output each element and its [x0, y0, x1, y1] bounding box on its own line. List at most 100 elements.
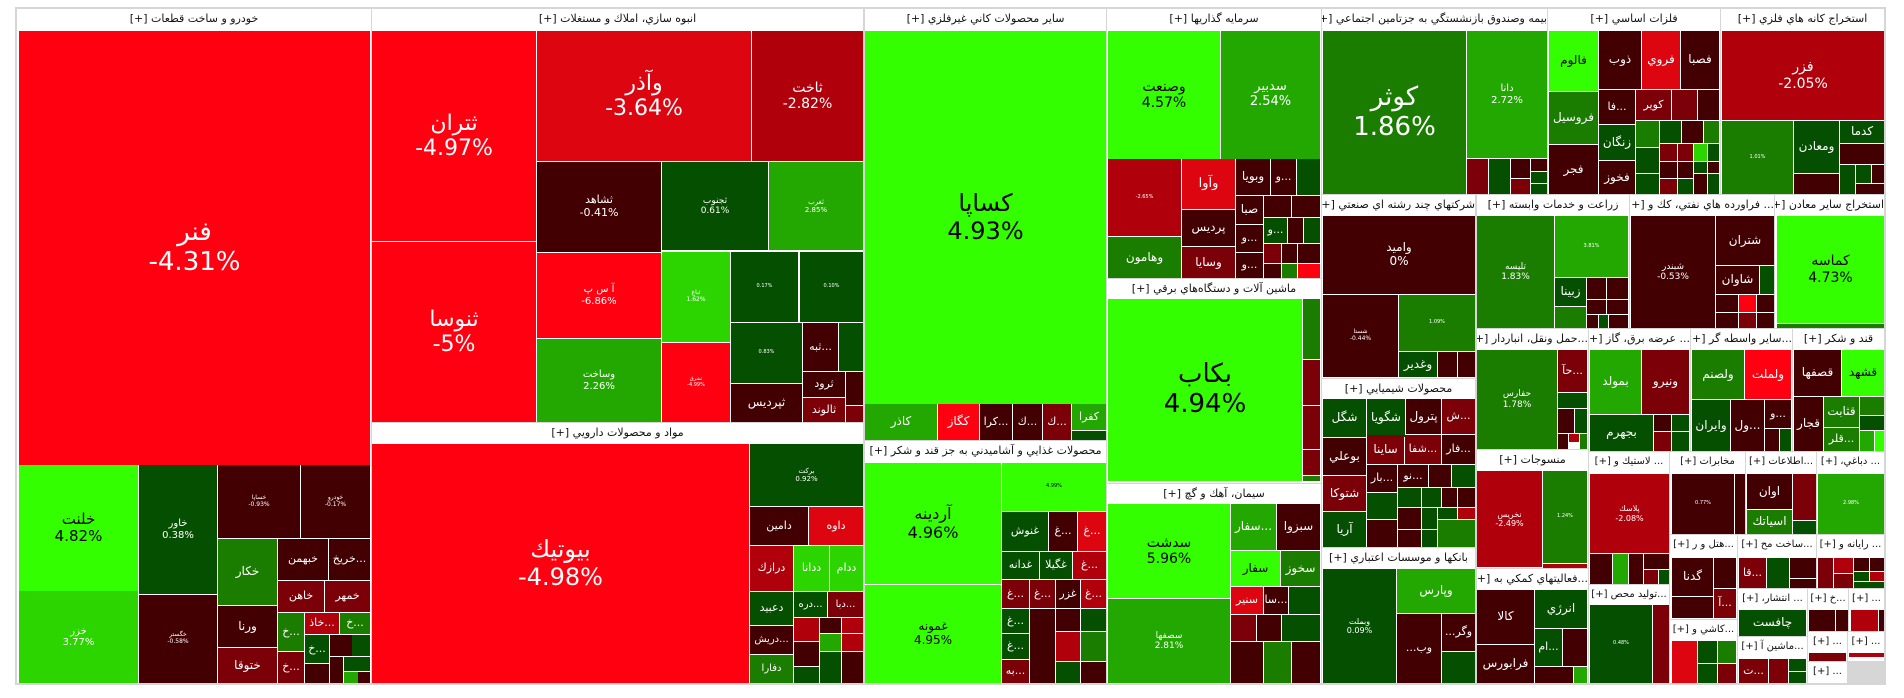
stock-tile[interactable] [1442, 488, 1457, 507]
stock-tile[interactable]: صبا [1236, 196, 1263, 224]
sector-header[interactable]: خودرو و ساخت قطعات [+] [17, 9, 371, 29]
stock-tile[interactable]: و... [1271, 159, 1296, 195]
stock-tile[interactable]: فنر -4.31% [19, 31, 370, 465]
stock-tile[interactable]: 3.81% [1555, 216, 1628, 277]
stock-tile[interactable] [1708, 162, 1719, 173]
stock-tile[interactable] [1757, 295, 1774, 312]
stock-tile[interactable] [1757, 313, 1774, 328]
stock-tile[interactable]: وآذر -3.64% [537, 31, 751, 161]
stock-tile[interactable] [1790, 558, 1816, 578]
stock-tile[interactable]: غ... [1073, 552, 1106, 579]
stock-tile[interactable]: آ... [1714, 589, 1736, 618]
stock-tile[interactable]: خكار [218, 539, 277, 605]
stock-tile[interactable] [794, 642, 819, 666]
stock-tile[interactable]: ك... [1043, 404, 1071, 440]
stock-tile[interactable] [1860, 397, 1884, 415]
stock-tile[interactable] [1809, 653, 1846, 661]
stock-tile[interactable]: ساينا [1367, 435, 1404, 464]
stock-tile[interactable] [1704, 121, 1719, 143]
stock-tile[interactable] [1607, 300, 1628, 314]
stock-tile[interactable]: ثاخت -2.82% [752, 31, 863, 161]
stock-tile[interactable] [1659, 570, 1669, 584]
stock-tile[interactable]: خزر 3.77% [19, 591, 138, 683]
stock-tile[interactable]: خگستر -0.58% [139, 595, 217, 683]
stock-tile[interactable] [1678, 179, 1693, 194]
stock-tile[interactable] [1694, 144, 1707, 161]
stock-tile[interactable] [1739, 313, 1756, 328]
stock-tile[interactable]: حفارس 1.78% [1477, 350, 1557, 449]
stock-tile[interactable] [1303, 360, 1320, 405]
stock-tile[interactable]: سفار... [1231, 504, 1276, 550]
stock-tile[interactable]: نخريس -2.49% [1477, 471, 1542, 567]
stock-tile[interactable]: ثپرديس [731, 384, 802, 422]
stock-tile[interactable] [1231, 615, 1256, 641]
stock-tile[interactable]: وپارس [1397, 569, 1475, 613]
stock-tile[interactable] [846, 372, 863, 405]
stock-tile[interactable]: آ س پ -6.86% [537, 253, 661, 338]
stock-tile[interactable] [1708, 174, 1719, 194]
stock-tile[interactable] [1587, 315, 1598, 328]
stock-tile[interactable] [1860, 416, 1884, 430]
stock-tile[interactable] [1264, 244, 1281, 263]
stock-tile[interactable] [1531, 159, 1547, 171]
stock-tile[interactable] [1422, 488, 1441, 507]
stock-tile[interactable]: ددانا [794, 546, 829, 591]
stock-tile[interactable]: 0.48% [1590, 605, 1652, 683]
stock-tile[interactable] [839, 323, 863, 371]
stock-tile[interactable] [1458, 488, 1475, 507]
stock-tile[interactable] [1056, 662, 1080, 683]
stock-tile[interactable] [1282, 264, 1297, 278]
stock-tile[interactable]: سخوز [1281, 551, 1320, 586]
stock-tile[interactable] [1555, 307, 1586, 328]
sector-header[interactable]: مواد و محصولات دارويي [+] [372, 423, 863, 443]
stock-tile[interactable] [1777, 324, 1884, 328]
stock-tile[interactable]: قا... [1739, 558, 1766, 588]
stock-tile[interactable] [1264, 196, 1291, 217]
sector-header[interactable]: ... دباغي، [+] [1817, 452, 1884, 472]
stock-tile[interactable]: كاذر [865, 404, 937, 440]
stock-tile[interactable] [1563, 629, 1587, 666]
stock-tile[interactable]: 0.10% [800, 252, 863, 322]
stock-tile[interactable]: دفارا [750, 655, 793, 683]
stock-tile[interactable] [1081, 609, 1106, 631]
stock-tile[interactable]: قشهد [1842, 350, 1884, 396]
stock-tile[interactable] [1292, 642, 1320, 683]
stock-tile[interactable]: ثرود [803, 372, 845, 397]
sector-header[interactable]: ...ساخت مح [+] [1738, 535, 1816, 555]
stock-tile[interactable] [1636, 174, 1659, 194]
stock-tile[interactable]: خبهمن [278, 539, 328, 580]
stock-tile[interactable] [1818, 558, 1833, 588]
sector-header[interactable]: ... [+] [1808, 632, 1847, 652]
stock-tile[interactable] [1834, 574, 1853, 588]
stock-tile[interactable] [1840, 165, 1855, 194]
stock-tile[interactable] [1398, 530, 1421, 547]
sector-header[interactable]: ...هتل و ر [+] [1670, 535, 1737, 555]
stock-tile[interactable]: سبزوا [1277, 504, 1320, 550]
stock-tile[interactable] [1438, 352, 1457, 377]
stock-tile[interactable] [1607, 278, 1628, 299]
stock-tile[interactable]: دانا 2.72% [1467, 31, 1547, 158]
stock-tile[interactable] [1422, 530, 1437, 547]
stock-tile[interactable] [1452, 465, 1475, 487]
stock-tile[interactable]: خمهر [325, 581, 370, 612]
stock-tile[interactable] [344, 672, 358, 683]
stock-tile[interactable]: غ... [1081, 580, 1106, 608]
stock-tile[interactable] [1769, 659, 1788, 683]
stock-tile[interactable] [1660, 162, 1677, 178]
stock-tile[interactable]: داوه [809, 507, 863, 545]
stock-tile[interactable]: شبندر -0.53% [1631, 216, 1715, 328]
stock-tile[interactable] [1678, 144, 1693, 161]
stock-tile[interactable]: 4.99% [1002, 463, 1106, 511]
sector-header[interactable]: ... [+] [1808, 662, 1847, 682]
stock-tile[interactable] [1672, 90, 1697, 120]
stock-tile[interactable]: آردينه 4.96% [865, 463, 1001, 584]
stock-tile[interactable]: و... [1236, 225, 1263, 252]
stock-tile[interactable]: كدما [1840, 121, 1884, 143]
stock-tile[interactable] [1282, 615, 1320, 641]
stock-tile[interactable]: سفار [1231, 551, 1280, 586]
stock-tile[interactable]: غنوش [1002, 512, 1048, 551]
sector-header[interactable]: ... عرضه برق، گاز [+] [1589, 329, 1690, 349]
stock-tile[interactable] [1531, 184, 1547, 194]
stock-tile[interactable]: 0.83% [731, 323, 802, 383]
stock-tile[interactable]: وصنعت 4.57% [1108, 31, 1220, 159]
